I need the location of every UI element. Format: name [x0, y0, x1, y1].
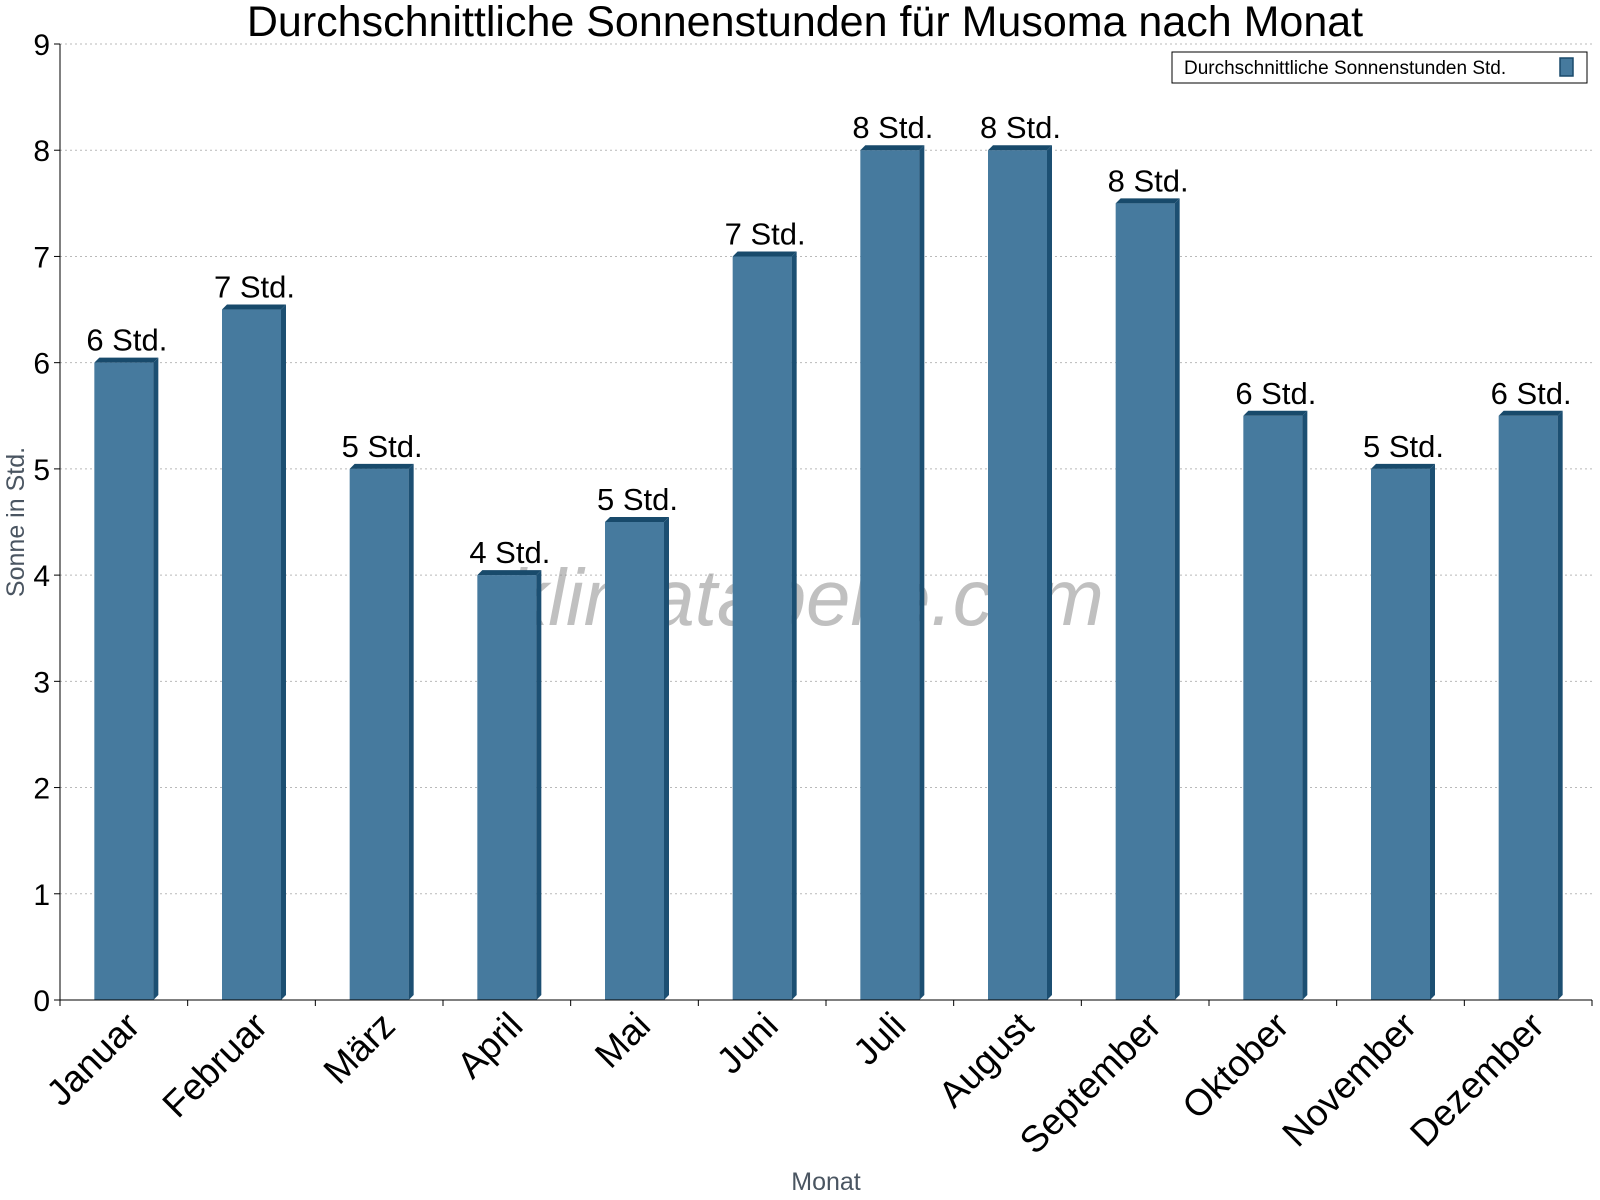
x-tick-label: Dezember	[1402, 1005, 1552, 1155]
bar-front	[860, 150, 920, 1000]
bar-top	[477, 570, 542, 576]
bar-side	[1430, 463, 1435, 1000]
data-label: 8 Std.	[852, 110, 933, 145]
x-tick-label: Juni	[709, 1005, 786, 1082]
bar-top	[988, 145, 1052, 151]
axes	[59, 44, 1592, 1001]
y-tick-label: 4	[33, 560, 50, 593]
bar-front	[988, 150, 1047, 1000]
bar	[860, 145, 925, 1000]
bar-side	[281, 304, 286, 1000]
bar-top	[94, 357, 159, 363]
y-tick-label: 9	[33, 29, 50, 62]
data-label: 5 Std.	[597, 482, 678, 517]
data-label: 8 Std.	[980, 110, 1061, 145]
bar-side	[408, 463, 414, 1000]
bar-top	[860, 145, 925, 151]
bar	[477, 570, 542, 1000]
legend-box	[1171, 51, 1588, 84]
bar	[94, 357, 159, 1001]
bar-top	[222, 304, 286, 310]
legend-label: Durchschnittliche Sonnenstunden Std.	[1184, 58, 1506, 79]
bar-side	[153, 357, 159, 1001]
y-tick-label: 6	[33, 348, 50, 381]
bar-front	[94, 362, 154, 1001]
bar-top	[605, 517, 669, 522]
data-labels: 6 Std. 7 Std. 5 Std. 4 Std. 5 Std. 7 Std. 8 St…	[86, 110, 1571, 570]
x-tick-label: Juli	[845, 1005, 913, 1073]
bar-side	[664, 517, 669, 1000]
data-label: 4 Std.	[469, 535, 550, 570]
bar-front	[605, 522, 664, 1000]
y-tick-label: 2	[33, 773, 50, 806]
bar	[1371, 463, 1435, 1000]
bar	[1243, 410, 1308, 1000]
x-tick-label: Februar	[155, 1005, 276, 1126]
data-label: 7 Std.	[214, 270, 295, 305]
legend: Durchschnittliche Sonnenstunden Std.	[1171, 51, 1588, 84]
bar-top	[732, 251, 797, 257]
bar	[349, 463, 414, 1000]
data-label: 5 Std.	[1363, 429, 1444, 464]
bar-top	[1243, 410, 1308, 416]
data-label: 6 Std.	[1491, 376, 1572, 411]
y-tick-label: 0	[33, 985, 50, 1018]
bar-front	[222, 309, 281, 1000]
bar-top	[349, 463, 414, 469]
data-label: 6 Std.	[86, 323, 167, 358]
bar	[1498, 410, 1563, 1000]
bar-side	[1302, 410, 1308, 1000]
data-label: 7 Std.	[725, 216, 806, 251]
bar-side	[791, 251, 797, 1000]
y-tick-label: 5	[33, 454, 50, 487]
bar-top	[1498, 410, 1563, 416]
bar-front	[349, 468, 409, 1000]
y-ticks: 0 1 2 3 4 5 6 7 8 9	[33, 29, 60, 1018]
x-tick-label: August	[931, 1004, 1042, 1115]
x-axis-title: Monat	[791, 1168, 861, 1196]
bar	[605, 517, 669, 1000]
legend-swatch	[1559, 57, 1574, 77]
bar-side	[919, 145, 925, 1000]
x-tick-label: Oktober	[1174, 1005, 1296, 1127]
data-label: 6 Std.	[1235, 376, 1316, 411]
bar	[732, 251, 797, 1000]
y-tick-label: 3	[33, 666, 50, 699]
chart-title: Durchschnittliche Sonnenstunden für Muso…	[247, 0, 1363, 46]
bar-front	[732, 256, 792, 1000]
x-tick-label: April	[449, 1005, 530, 1086]
bar-top	[1371, 463, 1435, 469]
bar-side	[1174, 198, 1180, 1001]
x-tick-label: Januar	[38, 1005, 147, 1114]
bar-front	[1243, 415, 1303, 1000]
y-tick-label: 8	[33, 135, 50, 168]
bar	[1115, 198, 1180, 1001]
x-tick-label: November	[1274, 1005, 1424, 1155]
x-tick-label: Mai	[587, 1005, 658, 1076]
bar-side	[1557, 410, 1563, 1000]
bar-side	[536, 570, 542, 1000]
data-label: 8 Std.	[1108, 163, 1189, 198]
bars	[94, 145, 1563, 1001]
data-label: 5 Std.	[342, 429, 423, 464]
bar-top	[1115, 198, 1180, 204]
bar	[988, 145, 1052, 1000]
bar-front	[1498, 415, 1558, 1000]
bar-side	[1047, 145, 1052, 1000]
x-ticks: Januar Februar März April Mai Juni Juli AugustS…	[38, 1000, 1593, 1162]
y-tick-label: 7	[33, 241, 50, 274]
gridlines	[60, 43, 1592, 895]
bar-front	[477, 575, 537, 1000]
bar-front	[1371, 468, 1430, 1000]
bar	[222, 304, 286, 1000]
y-axis-title: Sonne in Std.	[2, 447, 30, 597]
bar-front	[1115, 203, 1175, 1001]
y-tick-label: 1	[33, 879, 50, 912]
x-tick-label: März	[316, 1005, 403, 1092]
